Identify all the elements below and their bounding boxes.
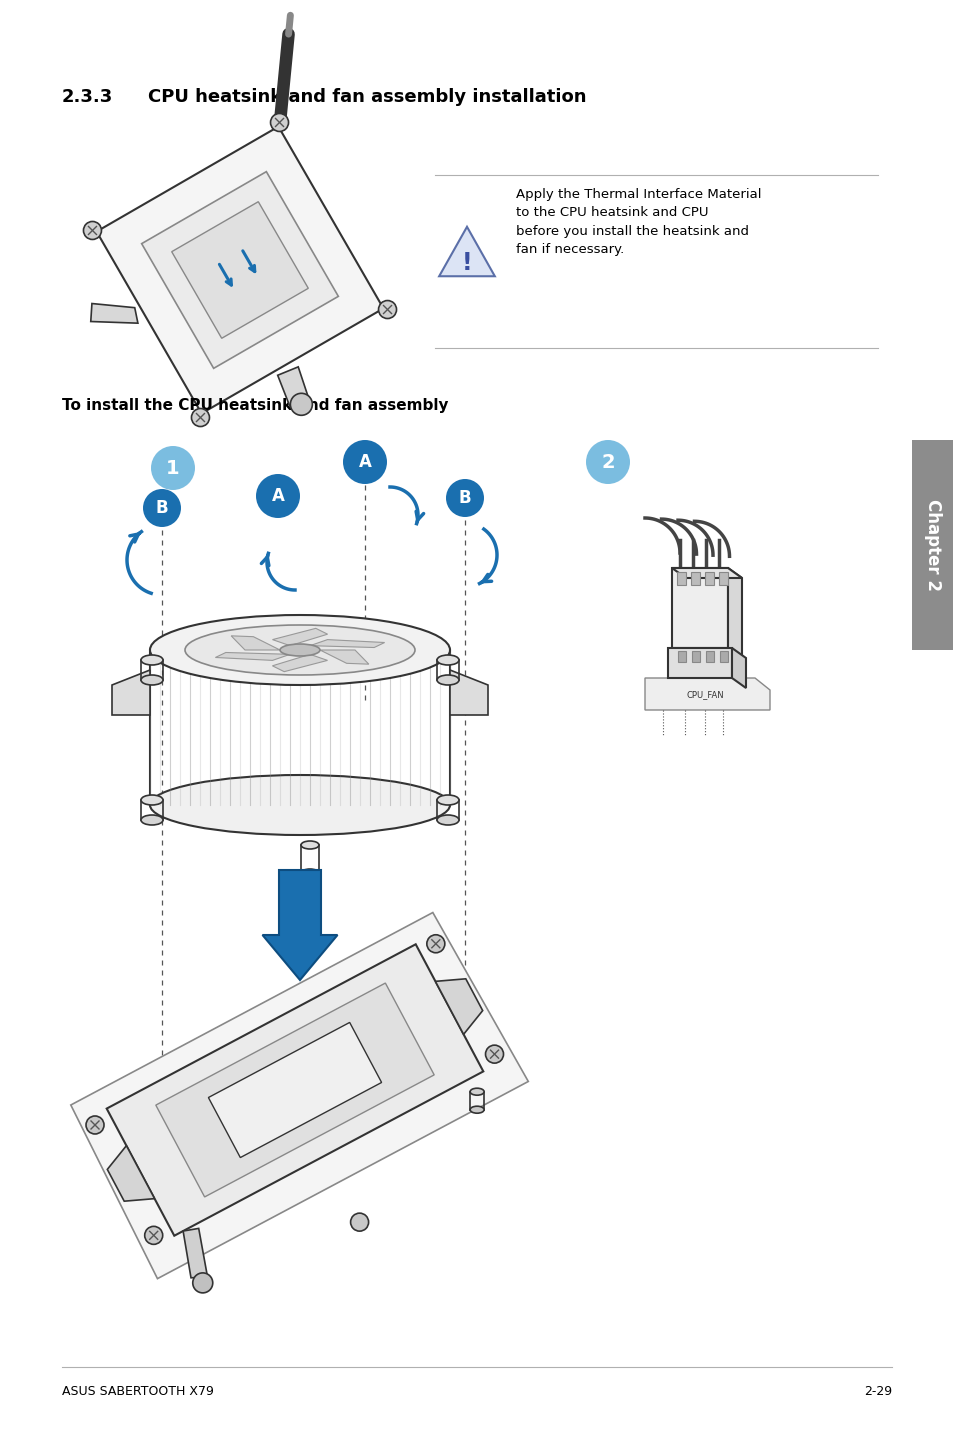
- Polygon shape: [91, 303, 138, 324]
- Text: 2.3.3: 2.3.3: [62, 88, 113, 106]
- Polygon shape: [141, 171, 338, 368]
- FancyBboxPatch shape: [911, 440, 953, 650]
- Circle shape: [446, 479, 483, 518]
- Polygon shape: [96, 127, 383, 414]
- Polygon shape: [107, 945, 483, 1235]
- Ellipse shape: [436, 795, 458, 805]
- Polygon shape: [704, 572, 713, 585]
- Circle shape: [145, 1227, 163, 1244]
- Circle shape: [143, 489, 181, 526]
- Polygon shape: [273, 628, 327, 646]
- Text: 2: 2: [600, 453, 614, 472]
- Polygon shape: [705, 651, 713, 661]
- Polygon shape: [731, 649, 745, 687]
- Circle shape: [585, 440, 629, 485]
- Ellipse shape: [150, 615, 450, 684]
- Ellipse shape: [301, 841, 318, 848]
- Circle shape: [351, 1214, 368, 1231]
- Ellipse shape: [185, 626, 415, 674]
- Circle shape: [271, 114, 288, 131]
- Circle shape: [378, 301, 396, 319]
- Text: 1: 1: [166, 459, 179, 477]
- Circle shape: [151, 446, 194, 490]
- Polygon shape: [310, 640, 384, 647]
- FancyArrow shape: [262, 870, 337, 981]
- Ellipse shape: [141, 654, 163, 664]
- Text: B: B: [155, 499, 168, 518]
- Polygon shape: [677, 572, 685, 585]
- Text: Chapter 2: Chapter 2: [923, 499, 941, 591]
- Polygon shape: [720, 651, 727, 661]
- Polygon shape: [671, 568, 727, 649]
- Circle shape: [193, 1273, 213, 1293]
- Polygon shape: [719, 572, 727, 585]
- Text: B: B: [458, 489, 471, 508]
- Polygon shape: [107, 1146, 154, 1201]
- Polygon shape: [215, 653, 290, 660]
- Ellipse shape: [301, 869, 318, 877]
- Text: A: A: [272, 487, 284, 505]
- Ellipse shape: [141, 674, 163, 684]
- Text: CPU_FAN: CPU_FAN: [685, 690, 723, 699]
- Polygon shape: [172, 201, 308, 338]
- Ellipse shape: [436, 654, 458, 664]
- Polygon shape: [319, 650, 369, 664]
- Ellipse shape: [141, 795, 163, 805]
- Ellipse shape: [436, 674, 458, 684]
- Text: CPU heatsink and fan assembly installation: CPU heatsink and fan assembly installati…: [148, 88, 586, 106]
- Polygon shape: [644, 677, 769, 710]
- Ellipse shape: [470, 1106, 483, 1113]
- Polygon shape: [678, 651, 685, 661]
- Circle shape: [343, 440, 387, 485]
- Circle shape: [485, 1045, 503, 1063]
- Ellipse shape: [141, 815, 163, 825]
- Polygon shape: [690, 572, 700, 585]
- Text: !: !: [461, 252, 472, 275]
- Polygon shape: [112, 670, 150, 715]
- Polygon shape: [71, 913, 528, 1278]
- Polygon shape: [671, 568, 741, 578]
- Polygon shape: [691, 651, 700, 661]
- Polygon shape: [727, 568, 741, 659]
- Ellipse shape: [280, 644, 319, 656]
- Polygon shape: [231, 636, 280, 650]
- Circle shape: [290, 394, 312, 416]
- Polygon shape: [667, 649, 731, 677]
- Polygon shape: [277, 367, 309, 407]
- Ellipse shape: [470, 1089, 483, 1096]
- Text: ASUS SABERTOOTH X79: ASUS SABERTOOTH X79: [62, 1385, 213, 1398]
- Circle shape: [83, 221, 101, 240]
- Polygon shape: [155, 984, 434, 1196]
- Text: A: A: [358, 453, 371, 472]
- Text: Apply the Thermal Interface Material
to the CPU heatsink and CPU
before you inst: Apply the Thermal Interface Material to …: [516, 188, 760, 256]
- Circle shape: [192, 408, 210, 427]
- Text: To install the CPU heatsink and fan assembly: To install the CPU heatsink and fan asse…: [62, 398, 448, 413]
- Polygon shape: [450, 670, 488, 715]
- Polygon shape: [208, 1022, 381, 1158]
- Polygon shape: [438, 227, 495, 276]
- Circle shape: [86, 1116, 104, 1135]
- Polygon shape: [183, 1228, 208, 1278]
- Circle shape: [255, 475, 299, 518]
- Polygon shape: [435, 979, 482, 1034]
- Circle shape: [426, 935, 444, 953]
- Ellipse shape: [150, 775, 450, 835]
- Text: 2-29: 2-29: [863, 1385, 891, 1398]
- Ellipse shape: [436, 815, 458, 825]
- Polygon shape: [273, 654, 327, 672]
